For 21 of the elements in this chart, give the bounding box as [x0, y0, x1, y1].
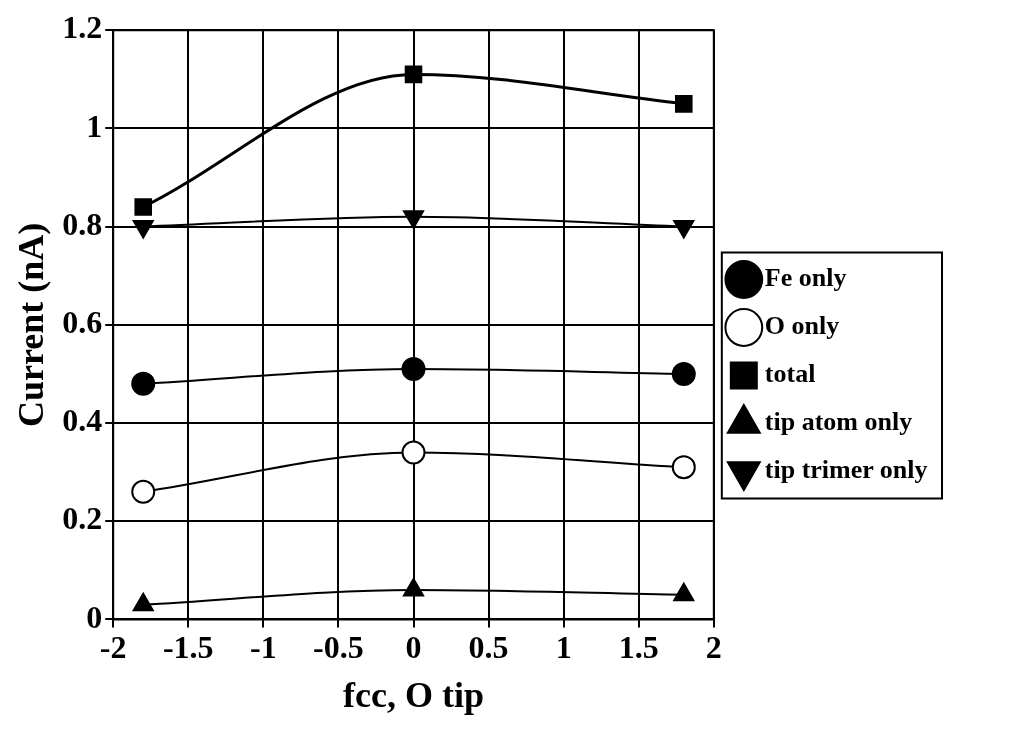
x-tick-label: -1.5: [162, 628, 214, 665]
y-tick-label: 0.6: [62, 304, 103, 341]
y-tick-label: 1: [86, 107, 103, 144]
x-tick-label: 2: [705, 628, 722, 665]
x-tick-label: 0.5: [468, 628, 509, 665]
legend-label: total: [764, 359, 816, 389]
y-tick-label: 0.8: [62, 205, 103, 242]
y-axis-title: Current (nA): [10, 222, 51, 427]
y-tick-label: 1.2: [62, 9, 103, 46]
x-axis-title: fcc, O tip: [343, 674, 484, 715]
x-tick-label: 1.5: [618, 628, 659, 665]
y-tick-label: 0.2: [62, 500, 103, 537]
legend-label: Fe only: [764, 263, 847, 293]
legend-label: tip atom only: [764, 407, 913, 437]
y-tick-label: 0.4: [62, 402, 103, 439]
x-tick-label: -0.5: [313, 628, 364, 665]
x-tick-label: -1: [250, 628, 277, 665]
x-tick-label: 0: [405, 628, 422, 665]
x-tick-label: 1: [555, 628, 572, 665]
legend-label: tip trimer only: [764, 455, 928, 485]
legend-label: O only: [764, 311, 840, 341]
